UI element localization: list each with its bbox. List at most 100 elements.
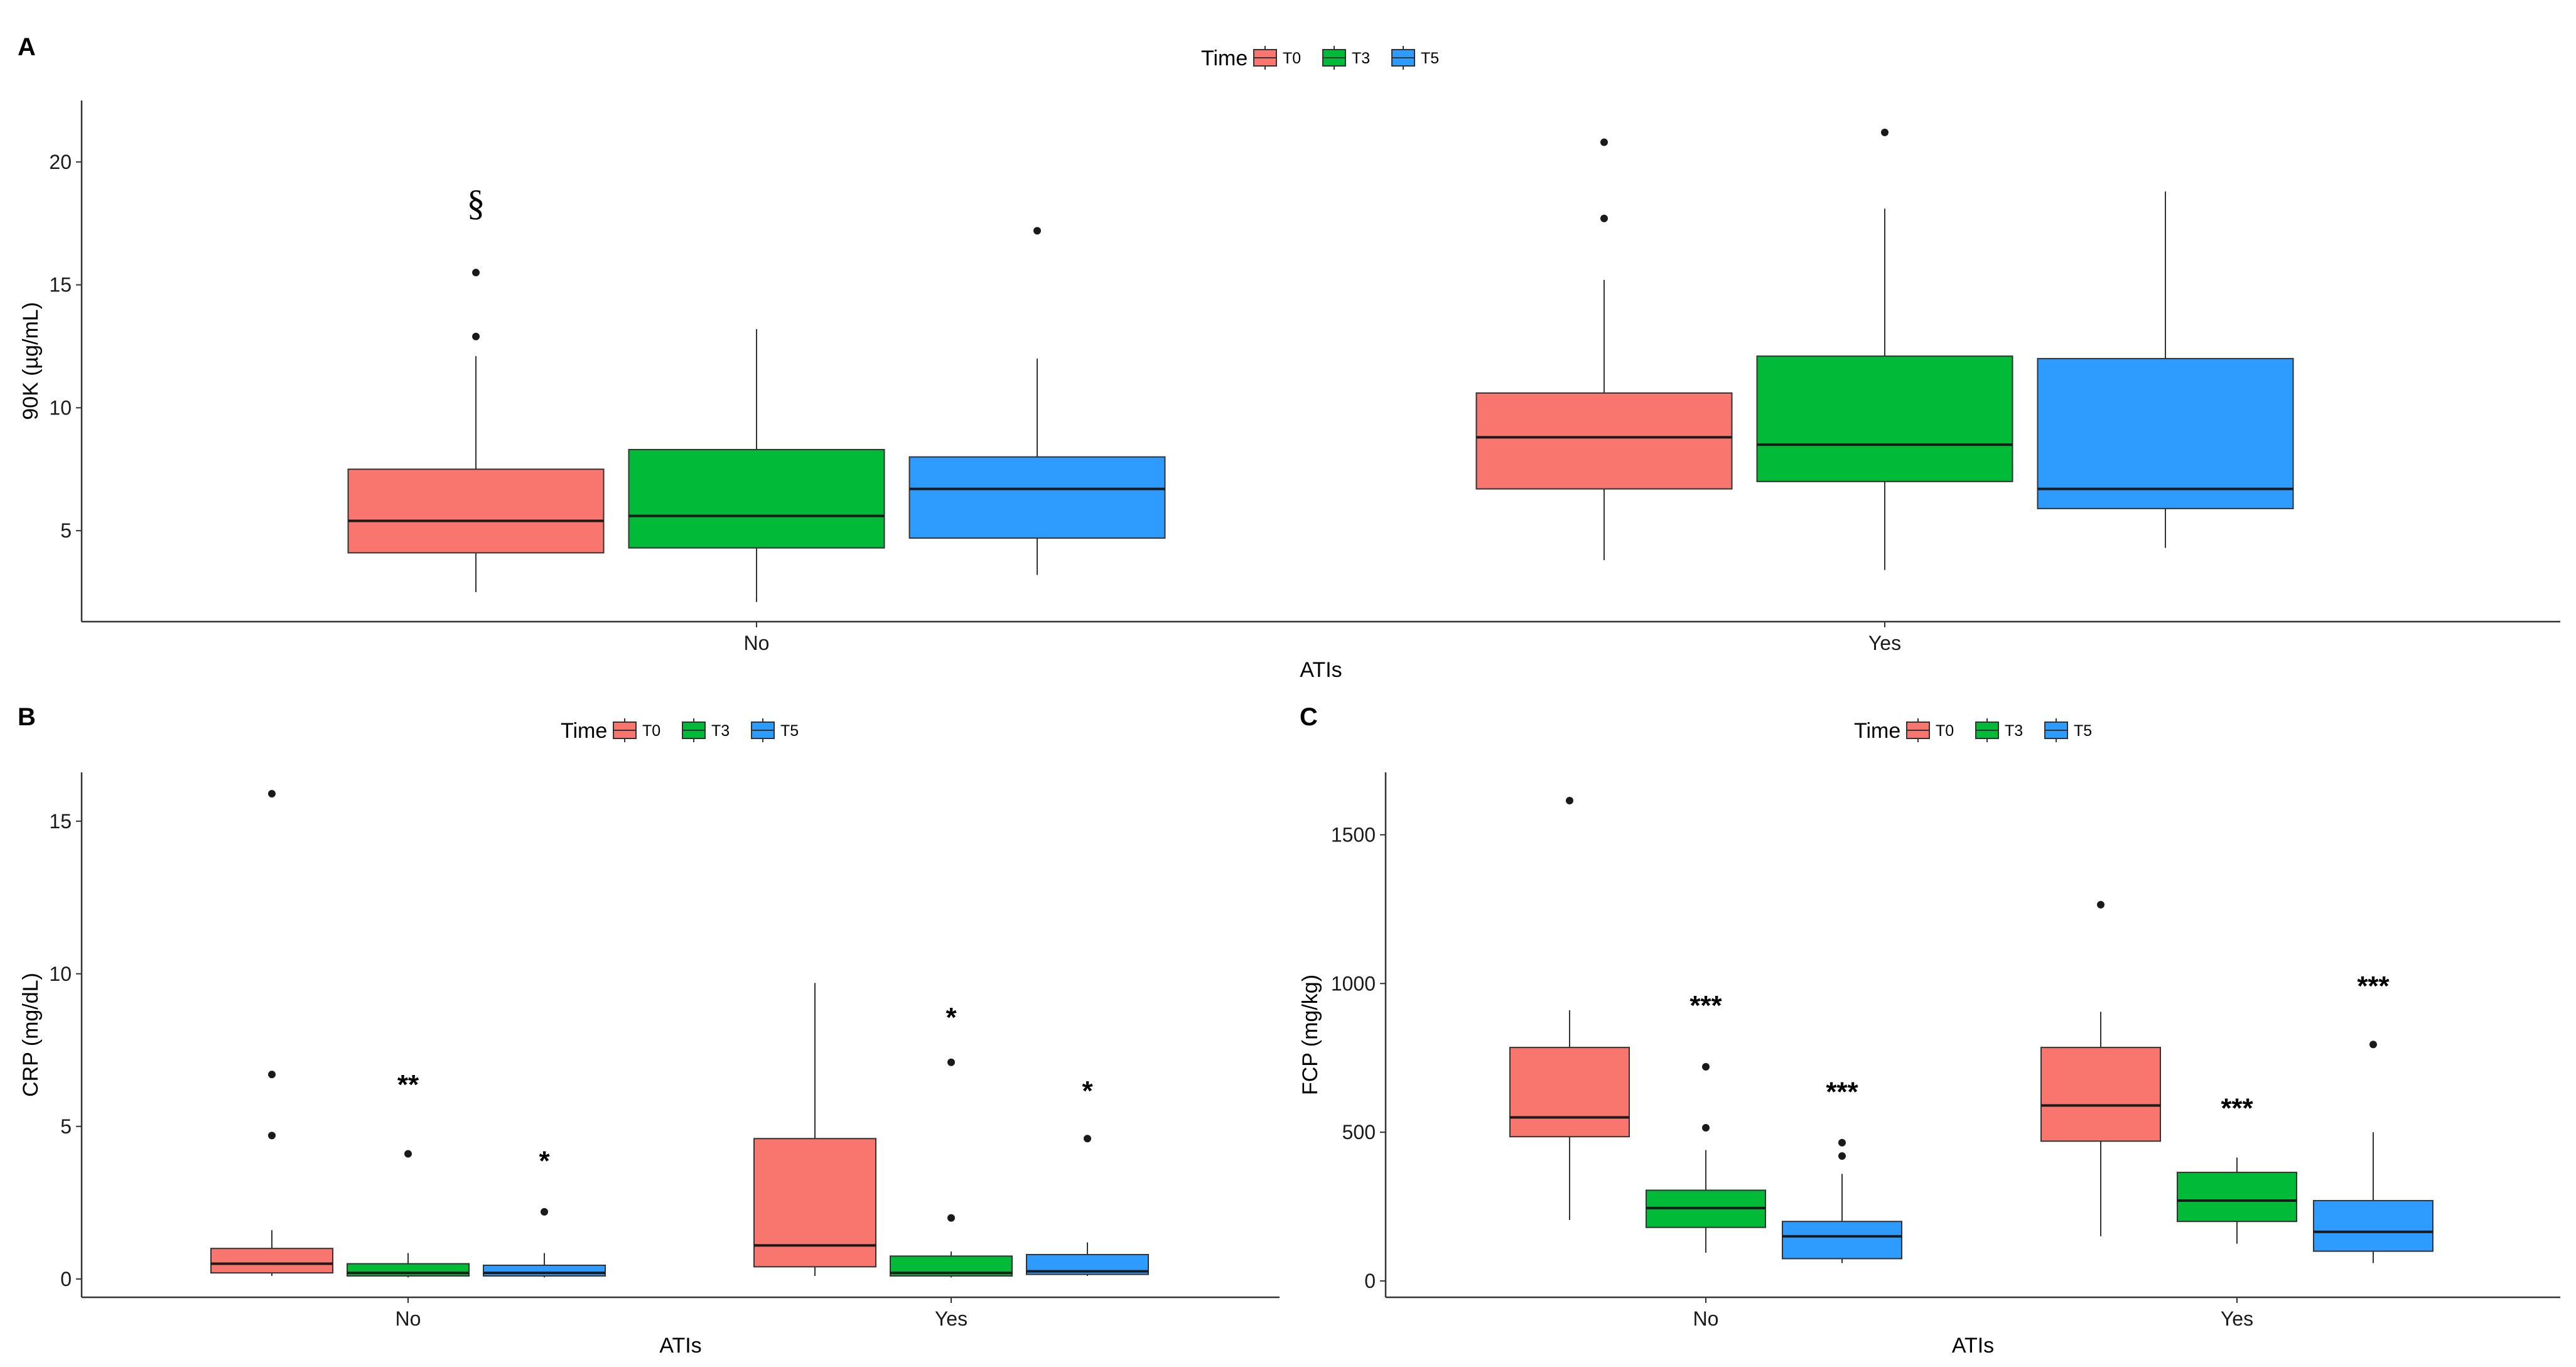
y-tick-label: 20: [49, 151, 72, 173]
outlier-point: [1838, 1152, 1846, 1160]
box-series: [347, 128, 2294, 602]
legend-label: T3: [1352, 50, 1370, 67]
box-t0-yes: [753, 983, 876, 1276]
panel-label: C: [1300, 703, 1318, 731]
outlier-point: [1566, 796, 1573, 804]
annotations: *** *** *** ***: [1689, 971, 2390, 1123]
panel-label: A: [18, 33, 36, 61]
legend-key-t5: T5: [1391, 46, 1439, 70]
outlier-point: [541, 1208, 548, 1216]
outlier-point: [268, 1132, 276, 1140]
x-tick-label: Yes: [2221, 1307, 2253, 1330]
legend-label: T5: [2074, 722, 2092, 740]
box-t5-yes: [1026, 1135, 1149, 1276]
outlier-point: [1702, 1062, 1710, 1071]
box-t5-no: [908, 227, 1166, 575]
box-t5-no: [483, 1208, 606, 1278]
legend-label: T3: [2005, 722, 2023, 740]
box-iqr: [210, 1248, 333, 1274]
outlier-point: [947, 1214, 955, 1222]
outlier-point: [1702, 1124, 1710, 1132]
x-axis-title: ATIs: [1952, 1334, 1994, 1358]
x-axis: No Yes ATIs: [396, 1297, 967, 1358]
y-tick-label: 5: [60, 1115, 72, 1138]
series-t0: [1509, 796, 2161, 1236]
x-axis: No Yes ATIs: [744, 622, 1901, 682]
box-iqr: [483, 1264, 606, 1277]
legend-label: T0: [1936, 722, 1954, 740]
annotations: *****: [397, 1002, 1094, 1176]
box-iqr: [1782, 1221, 1902, 1260]
y-axis-title: CRP (mg/dL): [19, 973, 43, 1097]
series-t3: [347, 1058, 1013, 1278]
outlier-point: [947, 1058, 955, 1066]
y-tick-label: 1000: [1331, 972, 1376, 995]
x-axis-title: ATIs: [659, 1334, 701, 1358]
y-tick-label: 15: [49, 274, 72, 296]
outlier-point: [1033, 227, 1041, 235]
box-iqr: [753, 1138, 876, 1268]
outlier-point: [1600, 138, 1608, 146]
legend-key-t0: T0: [1906, 718, 1954, 742]
series-t0: [347, 138, 1733, 593]
legend-label: T0: [642, 722, 660, 740]
box-t3-no: [1646, 1062, 1766, 1253]
legend-label: T5: [1421, 50, 1439, 67]
y-tick-label: 5: [60, 519, 72, 542]
outlier-point: [404, 1150, 412, 1158]
legend-key-t3: T3: [1322, 46, 1370, 70]
box-t3-yes: [890, 1058, 1013, 1278]
outlier-point: [472, 269, 480, 277]
legend-label: T5: [780, 722, 799, 740]
y-axis: 5 10 15 20 90K (µg/mL): [19, 151, 82, 542]
box-iqr: [1509, 1047, 1630, 1138]
box-series: [210, 790, 1149, 1278]
box-iqr: [2177, 1172, 2297, 1223]
box-t0-no: [347, 269, 605, 593]
series-t5: [908, 191, 2294, 575]
significance-marker: *: [946, 1002, 957, 1033]
outlier-point: [1600, 214, 1608, 222]
y-tick-label: 1500: [1331, 823, 1376, 846]
box-iqr: [628, 448, 885, 549]
box-iqr: [2313, 1200, 2433, 1252]
legend: Time T0 T3 T5: [561, 718, 799, 743]
x-tick-label: No: [396, 1307, 421, 1330]
y-tick-label: 15: [49, 810, 72, 833]
outlier-point: [1838, 1138, 1846, 1147]
box-t0-yes: [2040, 900, 2161, 1236]
box-t5-yes: [2313, 1040, 2433, 1263]
y-tick-label: 10: [49, 396, 72, 419]
box-iqr: [2037, 358, 2294, 509]
box-t5-yes: [2037, 191, 2294, 548]
legend-key-t0: T0: [1253, 46, 1301, 70]
legend: Time T0 T3 T5: [1854, 718, 2092, 743]
box-iqr: [908, 456, 1166, 539]
x-tick-label: No: [744, 632, 770, 654]
panel-a: A Time T0 T3 T5 5 10 15 20 90K (µg/mL) § No Yes ATIs: [18, 33, 2560, 682]
significance-marker: *: [1082, 1076, 1093, 1106]
panels: A Time T0 T3 T5 5 10 15 20 90K (µg/mL) § No Yes ATIs B…: [18, 33, 2560, 1358]
x-tick-label: No: [1693, 1307, 1719, 1330]
outlier-point: [268, 1071, 276, 1079]
significance-marker: ***: [1826, 1076, 1858, 1107]
y-axis: 0 500 1000 1500 FCP (mg/kg): [1298, 823, 1386, 1292]
series-t5: [1782, 1040, 2433, 1263]
y-tick-label: 10: [49, 963, 72, 985]
significance-marker: §: [467, 182, 485, 223]
box-iqr: [2040, 1047, 2161, 1142]
box-t3-yes: [1756, 128, 2013, 570]
box-iqr: [1475, 392, 1733, 490]
outlier-point: [2097, 900, 2104, 909]
legend: Time T0 T3 T5: [1201, 46, 1439, 70]
x-axis-title: ATIs: [1300, 658, 1342, 682]
significance-marker: ***: [1689, 990, 1722, 1021]
legend-label: T0: [1283, 50, 1301, 67]
outlier-point: [472, 332, 480, 340]
annotations: §: [467, 182, 485, 223]
x-axis: No Yes ATIs: [1693, 1297, 2253, 1358]
